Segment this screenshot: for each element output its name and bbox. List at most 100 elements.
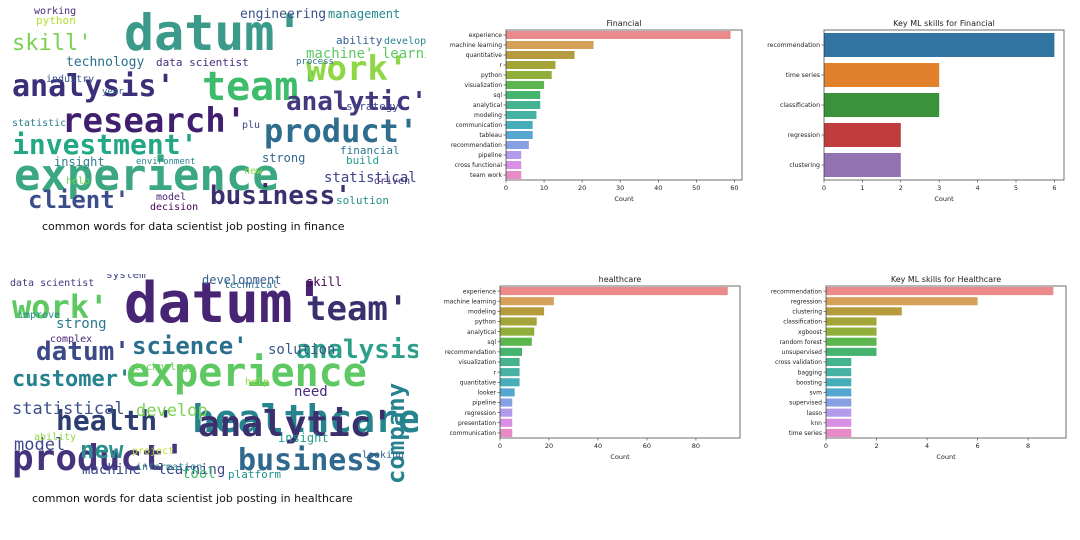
word-cloud-word: science'	[132, 332, 248, 360]
category-tick-label: analytical	[467, 329, 496, 336]
category-tick-label: regression	[788, 132, 820, 139]
category-tick-label: knn	[811, 420, 822, 427]
word-cloud-word: help	[66, 176, 90, 187]
word-cloud-word: client'	[28, 186, 129, 214]
bar	[824, 33, 1055, 57]
word-cloud-word: work'	[306, 49, 408, 89]
bar	[824, 63, 940, 87]
word-cloud-word: data scientist	[156, 56, 249, 69]
bar	[826, 428, 852, 437]
chart-title: Key ML skills for Financial	[893, 19, 995, 28]
bar	[826, 297, 978, 306]
word-cloud-word: strong	[262, 151, 305, 165]
word-cloud-word: plu	[242, 120, 260, 131]
healthcare-word-cloud-canvas: datum'experiencehealthcare'analytic'prod…	[10, 274, 418, 484]
word-cloud-word: customer'	[12, 367, 131, 392]
word-cloud-word: healthcare'	[192, 397, 418, 441]
bar	[500, 388, 515, 397]
word-cloud-word: insight	[54, 155, 105, 169]
x-tick-label: 2	[874, 442, 878, 450]
x-axis-label: Count	[614, 195, 634, 203]
word-cloud-word: ability	[34, 432, 76, 443]
category-tick-label: recommendation	[451, 142, 502, 149]
word-cloud-word: model	[156, 192, 186, 203]
word-cloud-word: insight	[278, 431, 329, 445]
bar	[500, 287, 728, 296]
word-cloud-word: improve	[18, 310, 60, 321]
word-cloud-word: team'	[202, 64, 322, 110]
category-tick-label: machine learning	[450, 42, 502, 49]
word-cloud-word: technology	[134, 362, 194, 373]
x-tick-label: 0	[504, 184, 508, 192]
bar	[826, 368, 852, 377]
bar	[506, 51, 575, 59]
category-tick-label: tableau	[479, 132, 502, 139]
word-cloud-word: engineering	[240, 7, 326, 22]
bar	[506, 171, 522, 179]
plot-frame	[505, 29, 743, 181]
bar	[826, 287, 1054, 296]
category-tick-label: random forest	[780, 339, 823, 346]
word-cloud-word: industry	[46, 74, 94, 85]
x-tick-label: 30	[616, 184, 624, 192]
x-tick-label: 1	[860, 184, 864, 192]
category-tick-label: time series	[789, 430, 822, 437]
category-tick-label: looker	[478, 390, 497, 397]
word-cloud-word: looking	[362, 450, 404, 461]
category-tick-label: visualization	[459, 359, 497, 366]
word-cloud-word: tool	[182, 466, 216, 482]
healthcare-skills-bar-chart: healthcare experience machine learning mode…	[428, 272, 750, 472]
chart-svg: Key ML skills for Financial recommendatio…	[767, 19, 1065, 203]
word-cloud-word: datum'	[124, 4, 305, 62]
word-cloud-word: management	[328, 7, 400, 21]
category-tick-label: regression	[465, 410, 496, 417]
x-tick-label: 6	[976, 442, 980, 450]
word-cloud-word: product'	[12, 438, 185, 479]
word-cloud-word: information	[136, 462, 202, 473]
word-cloud-word: decision	[150, 202, 198, 213]
category-tick-label: unsupervised	[782, 349, 823, 356]
category-tick-label: recommendation	[767, 42, 820, 49]
bar	[826, 307, 902, 316]
category-tick-label: visualization	[465, 82, 503, 89]
word-cloud-word: driven	[374, 176, 410, 187]
category-tick-label: quantitative	[466, 52, 503, 59]
healthcare-ml-skills-bar-chart: Key ML skills for Healthcare recommendati…	[750, 272, 1072, 472]
category-tick-label: recommendation	[445, 349, 496, 356]
plot-frame	[825, 285, 1067, 439]
word-cloud-word: strong	[56, 316, 107, 332]
word-cloud-word: machine' learning	[306, 46, 426, 62]
chart-title: Key ML skills for Healthcare	[891, 275, 1001, 284]
bar	[500, 368, 520, 377]
word-cloud-word: strategy	[346, 100, 399, 113]
x-tick-label: 0	[822, 184, 826, 192]
category-tick-label: boosting	[796, 379, 822, 386]
x-tick-label: 60	[730, 184, 738, 192]
chart-svg: healthcare experience machine learning mode…	[444, 275, 741, 461]
word-cloud-word: experience	[126, 350, 367, 396]
bar	[826, 398, 852, 407]
chart-svg: Financial experience machine learning quant…	[450, 19, 743, 203]
bar	[506, 121, 533, 129]
x-tick-label: 8	[1026, 442, 1030, 450]
category-tick-label: modeling	[474, 112, 502, 119]
word-cloud-word: process	[296, 57, 334, 67]
x-tick-label: 80	[692, 442, 700, 450]
word-cloud-word: platform	[228, 468, 281, 481]
category-tick-label: communication	[450, 430, 497, 437]
word-cloud-word: development	[202, 274, 281, 287]
word-cloud-word: health'	[56, 404, 174, 437]
bar	[824, 123, 901, 147]
category-tick-label: cross validation	[775, 359, 822, 366]
category-tick-label: time series	[786, 72, 820, 79]
x-tick-label: 0	[498, 442, 502, 450]
x-axis-label: Count	[934, 195, 954, 203]
word-cloud-word: technology	[66, 55, 144, 70]
category-tick-label: python	[481, 72, 502, 79]
category-tick-label: clustering	[789, 162, 820, 169]
bar	[506, 151, 522, 159]
word-cloud-word: datum'	[36, 337, 130, 367]
word-cloud-word: develop	[136, 401, 208, 421]
x-tick-label: 4	[976, 184, 980, 192]
chart-title: healthcare	[599, 275, 642, 284]
